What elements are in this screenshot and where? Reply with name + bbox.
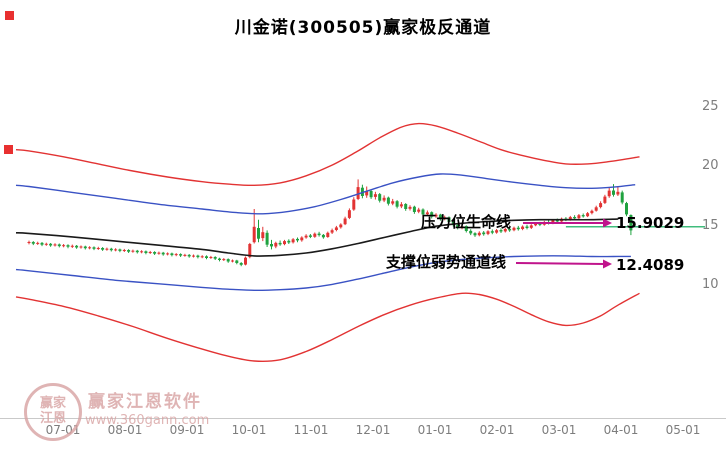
x-tick: 11-01 (293, 423, 329, 437)
y-tick: 25 (702, 99, 719, 114)
x-tick: 08-01 (107, 423, 143, 437)
chart-title: 川金诺(300505)赢家极反通道 (234, 18, 492, 38)
x-tick: 10-01 (231, 423, 267, 437)
watermark: 赢家 江恩 赢家江恩软件 www.360gann.com (24, 381, 244, 447)
support-annotation-label: 支撑位弱势通道线 (386, 253, 507, 271)
x-tick: 03-01 (541, 423, 577, 437)
support-annotation-value: 12.4089 (616, 256, 685, 274)
x-tick: 01-01 (417, 423, 453, 437)
resistance-annotation-label: 压力位生命线 (421, 213, 512, 231)
watermark-brand: 赢家江恩软件 (88, 392, 202, 412)
watermark-logo-icon: 赢家 江恩 (24, 383, 82, 441)
watermark-logo-text-bottom: 江恩 (39, 411, 66, 426)
x-tick: 02-01 (479, 423, 515, 437)
x-tick: 05-01 (665, 423, 701, 437)
x-axis-line (0, 418, 726, 419)
x-tick: 04-01 (603, 423, 639, 437)
red-marker-top[interactable] (5, 11, 14, 20)
y-tick: 10 (702, 277, 719, 292)
resistance-annotation-value: 15.9029 (616, 214, 685, 232)
y-tick: 15 (702, 218, 719, 233)
watermark-logo-text-top: 赢家 (39, 396, 66, 412)
y-tick: 20 (702, 158, 719, 173)
watermark-url: www.360gann.com (85, 413, 210, 428)
x-tick: 09-01 (169, 423, 205, 437)
red-marker-left[interactable] (4, 145, 13, 154)
x-tick: 12-01 (355, 423, 391, 437)
